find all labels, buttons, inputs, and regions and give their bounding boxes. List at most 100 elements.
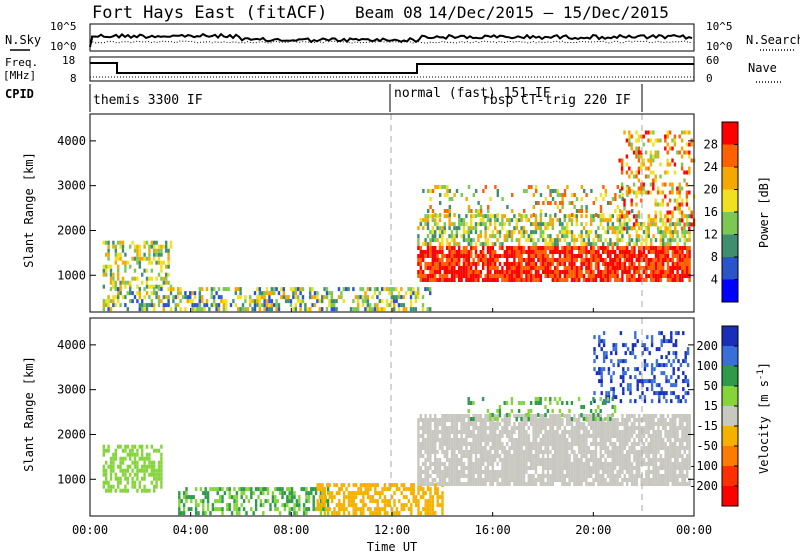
power-cell xyxy=(662,270,665,274)
velocity-cell xyxy=(609,430,612,434)
power-cell xyxy=(637,166,641,171)
velocity-cell xyxy=(288,511,291,516)
power-cell xyxy=(673,142,677,147)
power-cell xyxy=(258,307,261,312)
power-cell xyxy=(542,262,545,266)
velocity-cell xyxy=(366,491,370,496)
velocity-cell xyxy=(479,454,482,458)
power-cell xyxy=(632,182,636,187)
velocity-cell xyxy=(510,426,514,430)
velocity-cell xyxy=(594,430,598,434)
velocity-cell xyxy=(599,442,602,446)
velocity-cell xyxy=(652,422,655,426)
velocity-cell xyxy=(662,462,665,466)
power-cell xyxy=(467,250,470,254)
velocity-cell xyxy=(460,462,463,466)
velocity-cell xyxy=(532,458,535,462)
power-cell xyxy=(453,213,456,217)
power-cell xyxy=(604,193,607,197)
power-cell xyxy=(460,266,463,270)
velocity-cell xyxy=(506,422,509,426)
power-cell xyxy=(506,262,509,266)
power-cell xyxy=(518,218,521,223)
velocity-cell xyxy=(594,466,598,470)
velocity-cell xyxy=(590,454,593,458)
power-cell xyxy=(503,234,506,239)
velocity-cell xyxy=(518,434,521,438)
power-colorbar-swatch xyxy=(722,122,738,145)
power-cell xyxy=(558,254,562,258)
power-cell xyxy=(620,186,624,191)
power-cell xyxy=(594,234,598,239)
velocity-cell xyxy=(119,460,122,465)
velocity-cell xyxy=(326,483,329,488)
power-cell xyxy=(594,278,598,282)
power-cell xyxy=(686,254,689,258)
power-cell xyxy=(225,287,228,292)
power-cell xyxy=(630,262,634,266)
velocity-cell xyxy=(681,466,684,470)
power-cell xyxy=(570,254,574,258)
velocity-cell xyxy=(652,462,655,466)
velocity-cell xyxy=(472,426,475,430)
velocity-cell xyxy=(438,482,442,486)
power-cell xyxy=(666,242,670,247)
velocity-cell xyxy=(429,434,432,438)
velocity-cell xyxy=(479,446,482,450)
power-cell xyxy=(393,303,396,308)
velocity-cell xyxy=(426,458,430,462)
velocity-cell xyxy=(585,434,588,438)
velocity-cell xyxy=(607,391,611,396)
power-cell xyxy=(580,222,583,227)
velocity-cell xyxy=(619,375,623,380)
velocity-cell xyxy=(383,487,387,492)
power-cell xyxy=(637,222,641,227)
power-cell xyxy=(654,174,657,179)
power-cell xyxy=(114,303,117,308)
power-cell xyxy=(417,254,420,258)
velocity-cell xyxy=(410,487,413,492)
velocity-cell xyxy=(606,430,610,434)
power-cell xyxy=(662,246,665,250)
velocity-cell xyxy=(254,507,258,512)
power-cell xyxy=(167,287,170,292)
power-cell xyxy=(664,250,667,254)
power-cell xyxy=(606,254,610,258)
power-cell xyxy=(599,214,602,219)
power-cell xyxy=(124,280,127,285)
velocity-cell xyxy=(611,474,614,478)
power-cell xyxy=(458,262,461,266)
power-cell xyxy=(534,266,538,270)
velocity-cell xyxy=(496,450,499,454)
velocity-cell xyxy=(354,491,358,496)
power-cell xyxy=(628,262,631,266)
velocity-cell xyxy=(626,383,630,388)
power-cell xyxy=(112,280,115,285)
velocity-cell xyxy=(515,438,518,442)
power-cell xyxy=(626,274,629,278)
velocity-cell xyxy=(558,450,562,454)
velocity-cell xyxy=(305,491,308,496)
velocity-cell xyxy=(551,438,554,442)
power-cell xyxy=(436,262,439,266)
power-cell xyxy=(513,226,516,231)
power-cell xyxy=(261,303,264,308)
velocity-cell xyxy=(503,462,506,466)
power-cell xyxy=(494,274,497,278)
velocity-cell xyxy=(119,464,122,469)
velocity-cell xyxy=(570,474,574,478)
velocity-cell xyxy=(556,450,559,454)
velocity-cell xyxy=(136,472,139,477)
velocity-cell xyxy=(606,454,610,458)
velocity-cell xyxy=(525,422,528,426)
velocity-cell xyxy=(107,488,110,493)
velocity-cell xyxy=(513,454,516,458)
velocity-cell xyxy=(618,450,622,454)
velocity-cell xyxy=(597,442,600,446)
power-cell xyxy=(412,307,415,312)
velocity-cell xyxy=(441,511,444,516)
power-cell xyxy=(273,303,276,308)
velocity-cell xyxy=(510,438,514,442)
power-cell xyxy=(165,240,168,245)
power-cell xyxy=(549,242,552,247)
